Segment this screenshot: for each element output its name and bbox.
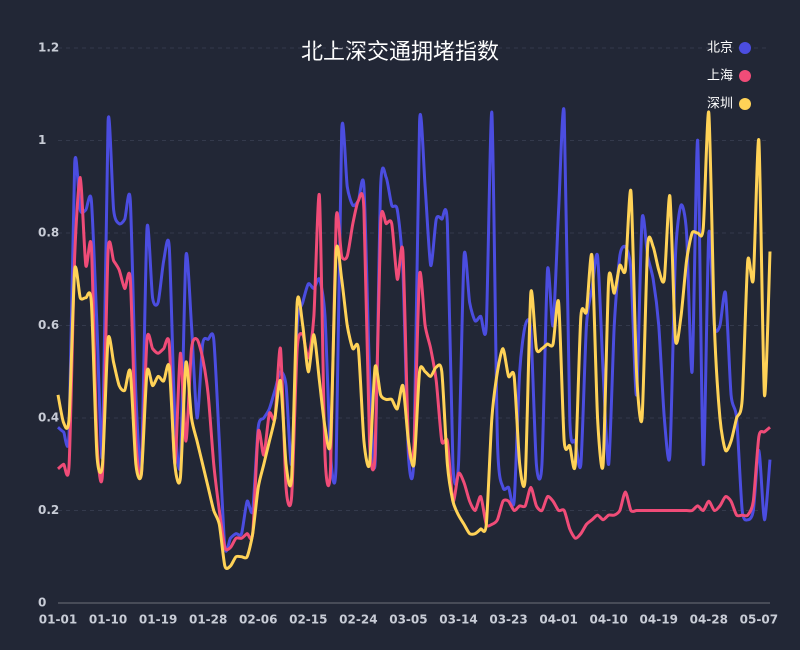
x-tick-label: 01-10 xyxy=(89,613,127,627)
legend-marker xyxy=(739,42,751,54)
x-tick-label: 02-06 xyxy=(239,613,277,627)
x-tick-label: 01-01 xyxy=(39,613,77,627)
x-tick-label: 04-01 xyxy=(539,613,577,627)
y-tick-label: 1.2 xyxy=(38,41,59,55)
series-line xyxy=(56,110,772,570)
series-line xyxy=(57,107,772,553)
x-tick-label: 01-28 xyxy=(189,613,227,627)
y-tick-label: 1 xyxy=(38,133,46,147)
legend-marker xyxy=(739,70,751,82)
x-tick-label: 04-10 xyxy=(589,613,627,627)
x-tick-label: 02-15 xyxy=(289,613,327,627)
y-tick-label: 0.8 xyxy=(38,226,59,240)
x-tick-label: 04-28 xyxy=(690,613,728,627)
legend-marker xyxy=(739,98,751,110)
y-tick-label: 0.6 xyxy=(38,318,59,332)
legend-label: 深圳 xyxy=(707,97,733,112)
x-tick-label: 03-14 xyxy=(439,613,477,627)
x-tick-label: 03-05 xyxy=(389,613,427,627)
x-tick-label: 03-23 xyxy=(489,613,527,627)
y-tick-label: 0 xyxy=(38,596,46,610)
y-tick-label: 0.2 xyxy=(38,503,59,517)
x-tick-label: 04-19 xyxy=(640,613,678,627)
legend-label: 上海 xyxy=(707,69,733,84)
series-line xyxy=(57,175,771,552)
legend-label: 北京 xyxy=(707,41,733,56)
x-tick-label: 01-19 xyxy=(139,613,177,627)
x-tick-label: 02-24 xyxy=(339,613,377,627)
x-tick-label: 05-07 xyxy=(740,613,778,627)
chart-title: 北上深交通拥堵指数 xyxy=(301,40,499,65)
y-tick-label: 0.4 xyxy=(38,411,59,425)
